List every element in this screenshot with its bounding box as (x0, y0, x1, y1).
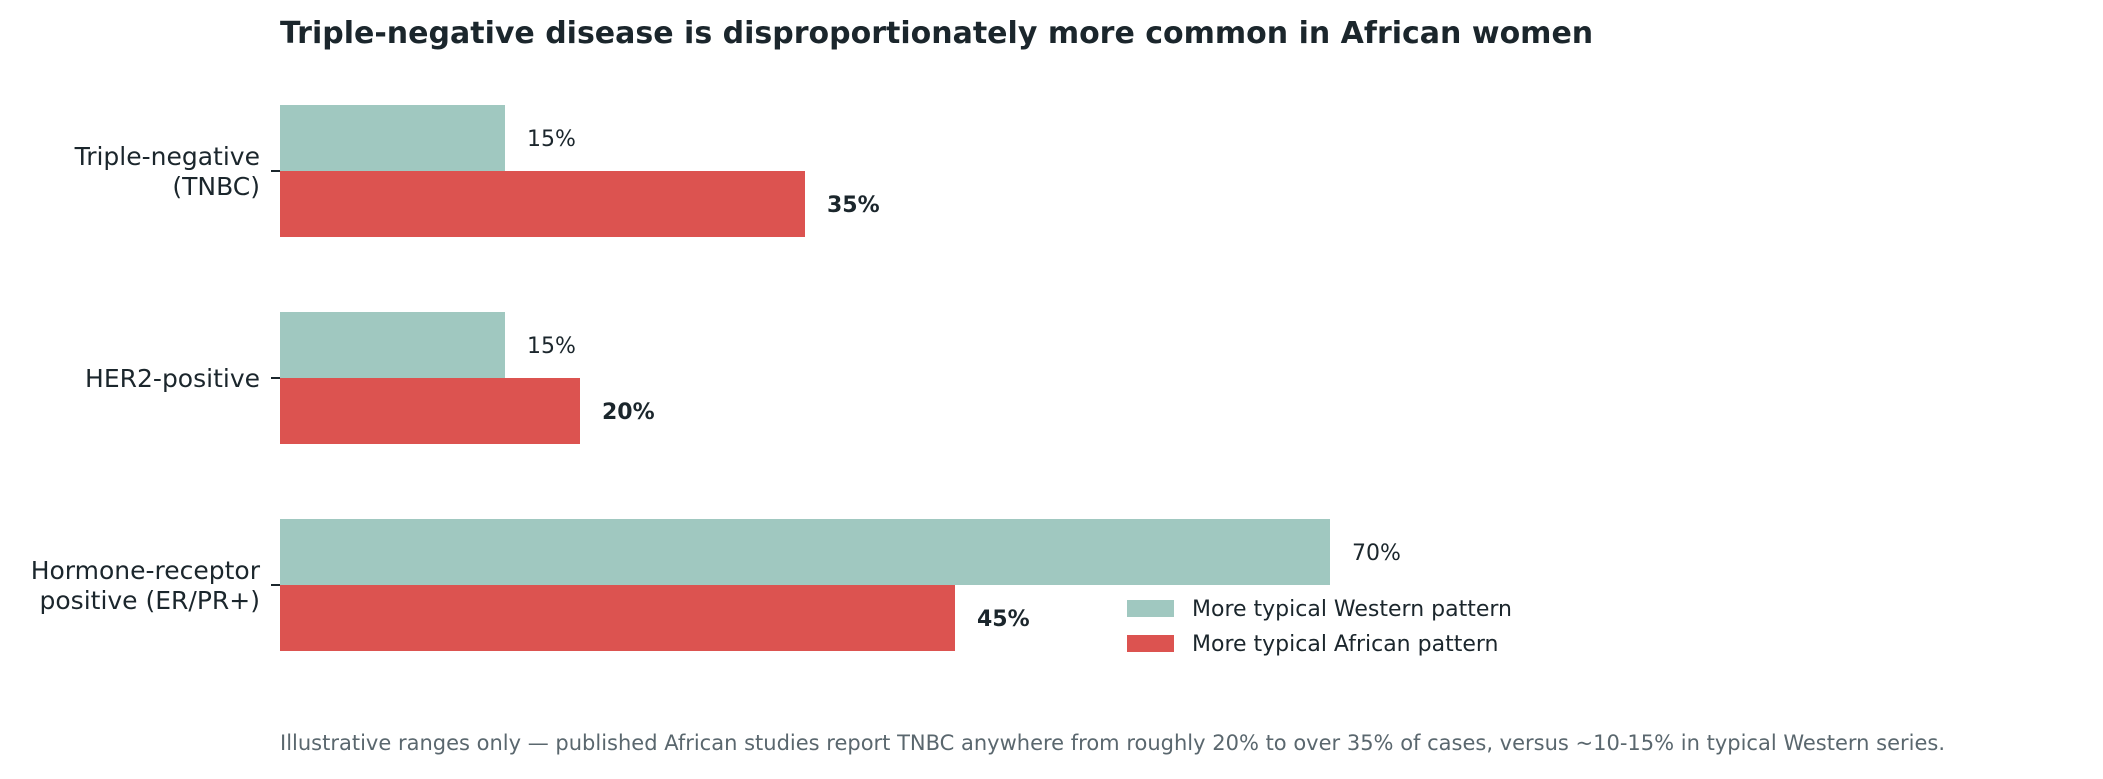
bar-african-2 (280, 585, 955, 651)
legend-swatch-african (1127, 635, 1174, 652)
value-labels-layer: 15% 35% 15% 20% 70% 45% (527, 127, 1401, 632)
value-label-african-1: 20% (602, 400, 655, 425)
chart-footnote: Illustrative ranges only — published Afr… (280, 731, 1945, 755)
legend-swatch-western (1127, 600, 1174, 617)
value-label-western-0: 15% (527, 127, 576, 152)
value-label-western-1: 15% (527, 334, 576, 359)
value-label-western-2: 70% (1352, 541, 1401, 566)
y-tick-label-0: Triple-negative (TNBC) (74, 142, 260, 201)
y-tick-label-2: Hormone-receptor positive (ER/PR+) (31, 556, 261, 615)
bar-african-0 (280, 171, 805, 237)
y-tick-label-1: HER2-positive (85, 364, 260, 393)
chart-title: Triple-negative disease is disproportion… (280, 16, 1593, 51)
legend: More typical Western pattern More typical… (1127, 597, 1512, 657)
bar-western-0 (280, 105, 505, 171)
legend-label-african: More typical African pattern (1192, 632, 1498, 657)
bars-layer (280, 105, 1330, 651)
value-label-african-2: 45% (977, 607, 1030, 632)
y-axis: Triple-negative (TNBC) HER2-positive Hormon… (31, 142, 280, 615)
bar-western-1 (280, 312, 505, 378)
bar-western-2 (280, 519, 1330, 585)
bar-african-1 (280, 378, 580, 444)
value-label-african-0: 35% (827, 193, 880, 218)
legend-label-western: More typical Western pattern (1192, 597, 1512, 622)
